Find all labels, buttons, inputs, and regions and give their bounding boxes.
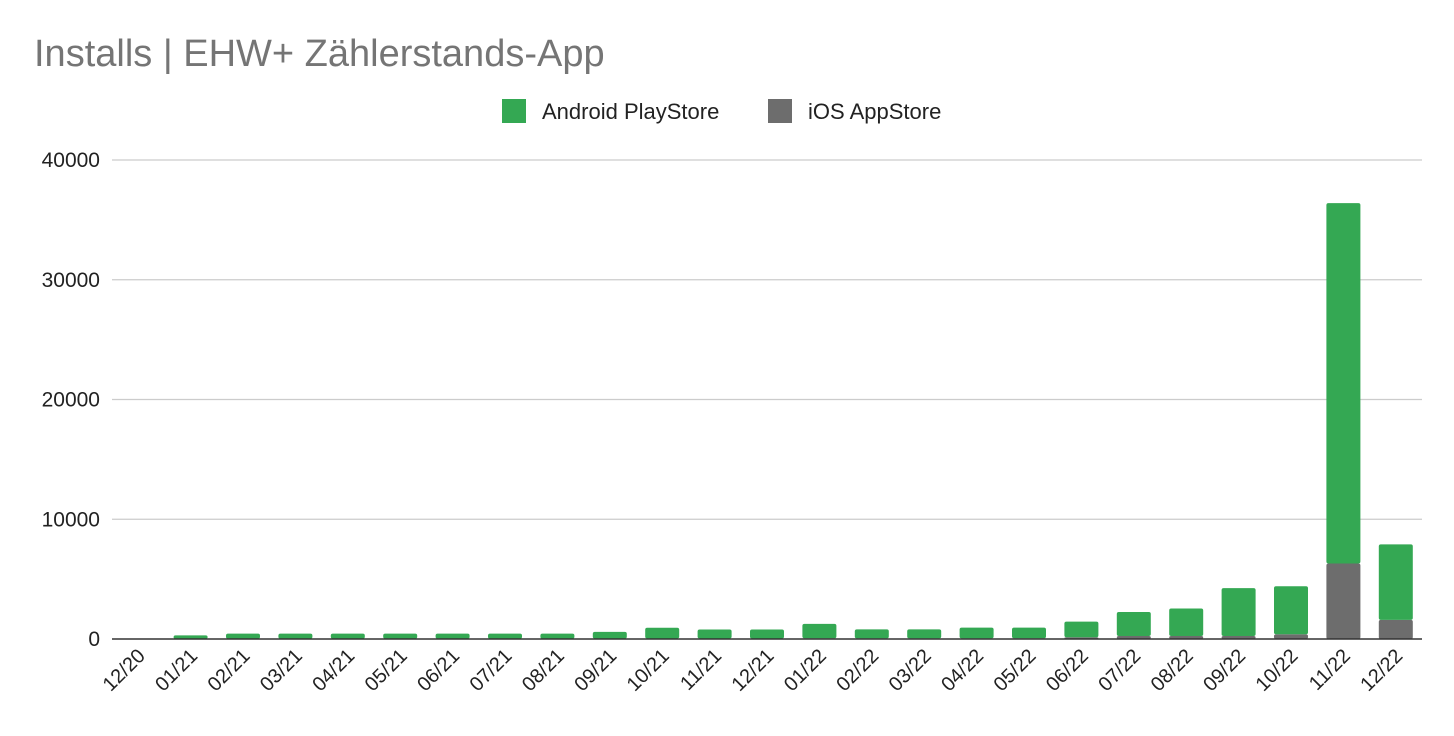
x-tick-label: 08/21 xyxy=(518,645,569,696)
x-tick-label: 05/21 xyxy=(361,645,412,696)
x-tick-label: 03/21 xyxy=(256,645,307,696)
bar-segment-android xyxy=(802,623,837,639)
bar-segment-android xyxy=(1274,586,1308,635)
x-tick-label: 10/22 xyxy=(1252,645,1303,696)
bar-segment-android xyxy=(383,633,418,639)
x-tick-label: 02/21 xyxy=(204,645,255,696)
chart-bars xyxy=(173,203,1413,639)
bar-segment-android xyxy=(697,629,732,639)
bar-segment-android xyxy=(1064,621,1099,638)
bar-segment-android xyxy=(1221,588,1256,637)
y-axis-ticks: 0 10000 20000 30000 40000 xyxy=(42,149,100,651)
bar-segment-android xyxy=(226,633,260,639)
bar-segment-android xyxy=(1116,612,1151,637)
chart-gridlines xyxy=(112,159,1422,520)
legend-swatch xyxy=(502,99,526,123)
y-tick-label: 0 xyxy=(88,628,100,651)
bar-segment-android xyxy=(645,627,680,639)
x-tick-label: 01/22 xyxy=(780,645,831,696)
x-tick-label: 12/20 xyxy=(99,645,150,696)
bar-segment-android xyxy=(959,627,994,639)
x-tick-label: 06/22 xyxy=(1042,645,1093,696)
legend-label: Android PlayStore xyxy=(542,99,719,124)
bar-segment-android xyxy=(1326,203,1361,564)
x-tick-label: 07/21 xyxy=(466,645,517,696)
bar-segment-ios xyxy=(1378,619,1413,639)
chart-title: Installs | EHW+ Zählerstands-App xyxy=(34,33,605,75)
legend-label: iOS AppStore xyxy=(808,99,941,124)
x-tick-label: 09/21 xyxy=(570,645,621,696)
legend-swatch xyxy=(768,99,792,123)
bar-segment-ios xyxy=(1274,634,1308,639)
bar-segment-android xyxy=(854,629,889,639)
bar-segment-android xyxy=(750,629,784,639)
x-tick-label: 04/21 xyxy=(308,645,359,696)
y-tick-label: 30000 xyxy=(42,269,100,292)
bar-segment-android xyxy=(278,633,313,639)
bar-segment-android xyxy=(540,633,575,639)
x-tick-label: 01/21 xyxy=(151,645,202,696)
x-tick-label: 04/22 xyxy=(937,645,988,696)
y-tick-label: 20000 xyxy=(42,389,100,412)
x-tick-label: 10/21 xyxy=(623,645,674,696)
y-tick-label: 10000 xyxy=(42,508,100,531)
chart-legend: Android PlayStore iOS AppStore xyxy=(502,99,941,124)
x-tick-label: 11/21 xyxy=(676,645,726,695)
bar-segment-android xyxy=(1378,544,1413,620)
x-axis-ticks: 12/20 01/21 02/21 03/21 04/21 05/21 06/21 07/21… xyxy=(99,645,1408,696)
bar-segment-android xyxy=(488,633,522,639)
x-tick-label: 09/22 xyxy=(1199,645,1250,696)
bar-segment-android xyxy=(907,629,942,639)
bar-segment-android xyxy=(173,635,208,639)
bar-segment-android xyxy=(330,633,365,639)
bar-segment-android xyxy=(435,633,470,639)
bar-segment-android xyxy=(1012,627,1046,639)
bar-segment-ios xyxy=(1326,563,1361,639)
x-tick-label: 11/22 xyxy=(1305,645,1355,695)
x-tick-label: 12/22 xyxy=(1356,645,1407,696)
bar-segment-android xyxy=(592,631,627,639)
bar-segment-android xyxy=(1169,608,1204,637)
y-tick-label: 40000 xyxy=(42,149,100,172)
x-tick-label: 03/22 xyxy=(885,645,936,696)
x-tick-label: 07/22 xyxy=(1094,645,1145,696)
x-tick-label: 06/21 xyxy=(413,645,464,696)
x-tick-label: 05/22 xyxy=(990,645,1041,696)
x-tick-label: 02/22 xyxy=(832,645,883,696)
x-tick-label: 08/22 xyxy=(1147,645,1198,696)
x-tick-label: 12/21 xyxy=(728,645,779,696)
